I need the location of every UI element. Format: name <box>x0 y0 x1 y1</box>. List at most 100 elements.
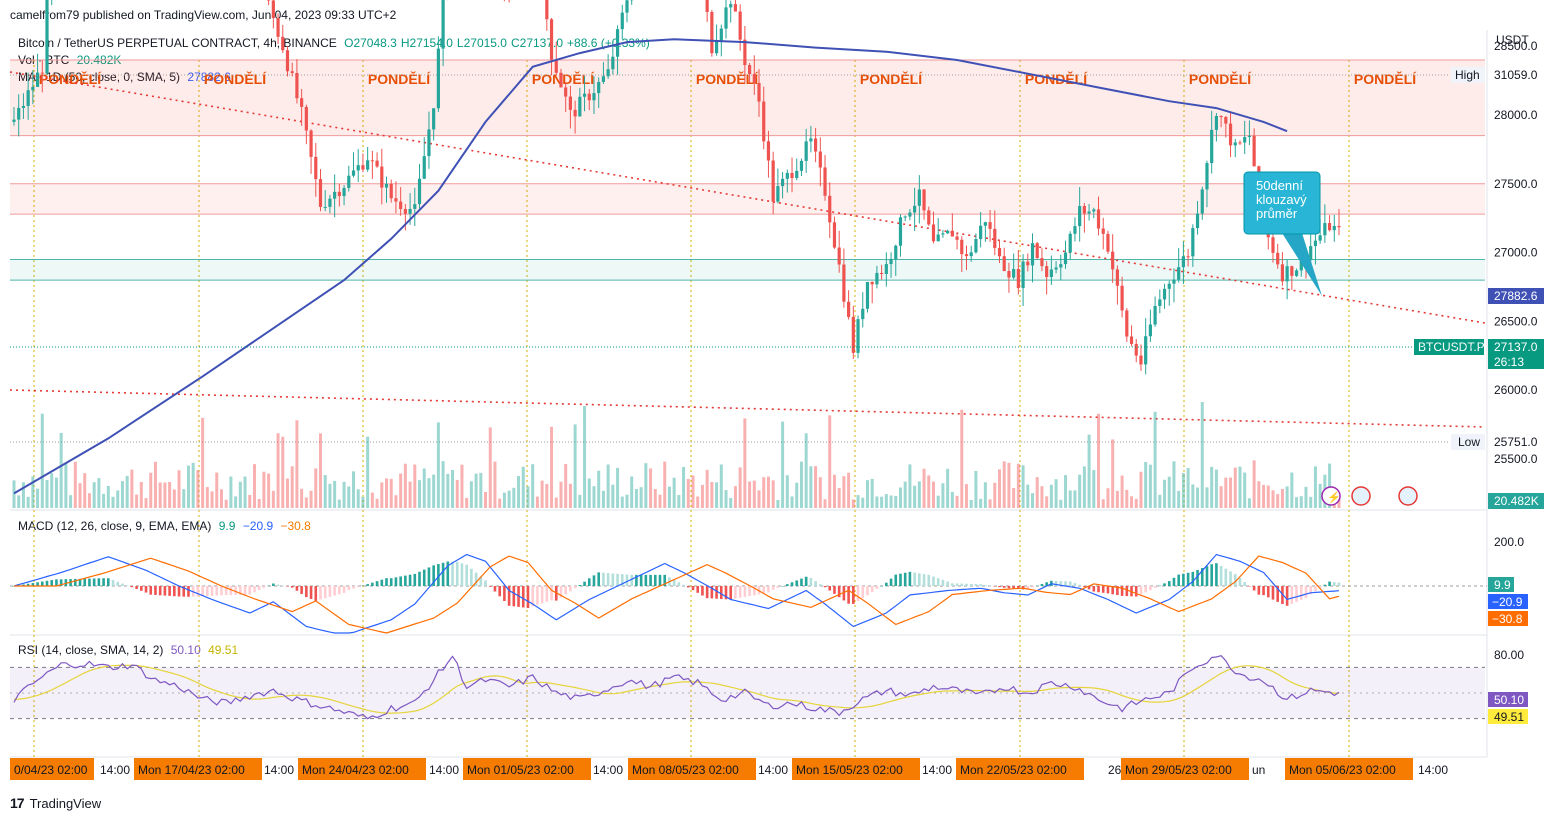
volume-bar <box>314 468 318 508</box>
rsi-tag-value: 50.10 <box>1494 693 1524 707</box>
macd-hist-bar <box>1191 571 1195 586</box>
macd-hist-bar <box>1149 586 1152 591</box>
macd-hist-bar <box>1243 582 1246 586</box>
volume-bar <box>823 499 827 508</box>
volume-bar <box>177 470 181 508</box>
volume-bar <box>385 478 389 508</box>
volume-bar <box>1186 468 1190 508</box>
candle-body <box>1096 209 1101 229</box>
candle-body <box>969 252 973 257</box>
volume-bar <box>1059 499 1063 508</box>
volume-bar <box>969 499 973 508</box>
macd-hist-bar <box>922 574 926 586</box>
candle-body <box>17 107 21 120</box>
volume-bar <box>658 494 662 508</box>
volume-bar <box>1021 465 1025 508</box>
candle-body <box>267 0 271 1</box>
macd-hist-bar <box>361 585 365 587</box>
macd-hist-bar <box>427 567 431 586</box>
macd-hist-bar <box>229 586 233 596</box>
macd-hist-bar <box>719 586 723 599</box>
callout-text-line: 50denní <box>1256 178 1303 193</box>
candle-body <box>351 170 356 176</box>
volume-bar <box>1040 486 1044 508</box>
volume-bar <box>880 496 884 508</box>
time-label: un <box>1252 763 1265 777</box>
macd-hist-bar <box>672 579 676 586</box>
candle-body <box>1120 285 1124 311</box>
volume-bar <box>1097 413 1101 508</box>
macd-hist-bar <box>210 586 214 596</box>
candle-body <box>1186 256 1190 258</box>
volume-bar <box>375 498 379 508</box>
macd-signal-tag <box>1488 611 1528 626</box>
macd-hist-bar <box>969 583 973 586</box>
candle-body <box>333 191 337 199</box>
macd-hist-bar <box>1238 577 1242 586</box>
candle-body <box>733 4 738 12</box>
macd-hist-bar <box>26 583 30 586</box>
candle-body <box>950 230 954 237</box>
volume-bar <box>762 477 766 508</box>
macd-hist-bar <box>908 571 912 586</box>
macd-hist-bar <box>918 573 921 586</box>
candle-body <box>837 247 841 265</box>
macd-label: MACD (12, 26, close, 9, EMA, EMA) <box>18 519 212 533</box>
last-price-value: 27137.0 <box>1494 340 1538 354</box>
macd-hist-bar <box>649 574 652 586</box>
candle-body <box>370 160 374 162</box>
volume-bar <box>974 471 978 508</box>
macd-hist-bar <box>804 576 808 586</box>
volume-bar <box>931 481 935 508</box>
macd-hist-bar <box>503 586 506 602</box>
macd-hist-bar <box>696 586 700 593</box>
candle-body <box>342 187 346 197</box>
macd-hist-bar <box>352 586 355 589</box>
macd-hist-bar <box>521 586 525 608</box>
macd-hist-bar <box>885 582 888 586</box>
volume-bar <box>366 436 370 508</box>
candle-body <box>1243 137 1247 143</box>
volume-bar <box>634 488 638 508</box>
volume-bar <box>832 474 836 508</box>
volume-bar <box>531 464 535 508</box>
candle-body <box>931 224 936 242</box>
macd-hist-bar <box>630 574 634 586</box>
symbol-name: Bitcoin / TetherUS PERPETUAL CONTRACT, 4… <box>18 36 337 50</box>
volume-bar <box>125 475 129 508</box>
macd-hist-bar <box>701 586 704 596</box>
volume-bar <box>922 468 926 508</box>
volume-bar <box>403 463 407 508</box>
macd-hist-bar <box>748 586 751 597</box>
volume-bar <box>620 496 624 508</box>
macd-hist-bar <box>1002 586 1006 588</box>
volume-bar <box>908 464 912 508</box>
macd-hist-bar <box>639 574 643 586</box>
macd-hist-bar <box>734 586 737 599</box>
volume-bar <box>446 473 450 508</box>
candle-body <box>384 183 389 188</box>
week-label-mondays: PONDĚLÍ <box>532 70 595 87</box>
volume-bar <box>219 489 223 508</box>
candle-body <box>790 172 794 179</box>
candle-body <box>1139 355 1143 365</box>
macd-hist-bar <box>130 586 134 588</box>
rsi-sma-value: 49.51 <box>208 643 239 657</box>
volume-bar <box>814 466 818 508</box>
volume-bar <box>663 461 667 508</box>
macd-hist-bar <box>262 586 266 588</box>
volume-bar <box>1318 483 1322 508</box>
volume-bar <box>267 473 271 508</box>
volume-bar <box>135 494 139 508</box>
macd-hist-bar <box>121 583 124 586</box>
candle-body <box>766 141 771 161</box>
rsi-tick-label: 80.00 <box>1494 648 1524 662</box>
macd-hist-bar <box>899 573 902 586</box>
volume-bar <box>460 464 464 508</box>
macd-hist-bar <box>691 586 695 591</box>
candle-body <box>606 69 610 77</box>
candle-body <box>347 175 351 188</box>
volume-bar <box>771 480 775 508</box>
candle-body <box>1078 206 1082 227</box>
